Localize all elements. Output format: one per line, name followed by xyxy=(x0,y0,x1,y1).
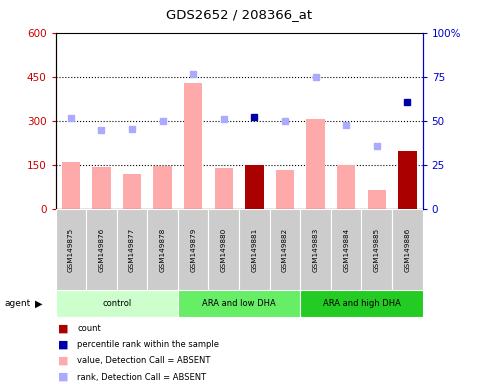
Text: GSM149875: GSM149875 xyxy=(68,227,74,272)
Bar xyxy=(214,168,233,209)
Text: GSM149883: GSM149883 xyxy=(313,227,319,272)
Bar xyxy=(361,209,392,290)
Text: ARA and high DHA: ARA and high DHA xyxy=(323,299,400,308)
Text: GSM149884: GSM149884 xyxy=(343,227,349,272)
Bar xyxy=(92,167,111,209)
Bar xyxy=(368,190,386,209)
Text: ■: ■ xyxy=(58,372,69,382)
Text: agent: agent xyxy=(5,299,31,308)
Bar xyxy=(209,209,239,290)
Text: GDS2652 / 208366_at: GDS2652 / 208366_at xyxy=(166,8,312,21)
Bar xyxy=(276,170,294,209)
Text: ■: ■ xyxy=(58,340,69,350)
Bar xyxy=(86,209,117,290)
Bar xyxy=(306,119,325,209)
Text: GSM149881: GSM149881 xyxy=(251,227,257,272)
Bar xyxy=(392,209,423,290)
Bar xyxy=(154,166,172,209)
Text: ARA and low DHA: ARA and low DHA xyxy=(202,299,276,308)
Bar xyxy=(123,174,141,209)
Text: GSM149878: GSM149878 xyxy=(159,227,166,272)
Bar xyxy=(300,209,331,290)
Bar xyxy=(147,209,178,290)
Text: GSM149877: GSM149877 xyxy=(129,227,135,272)
Text: rank, Detection Call = ABSENT: rank, Detection Call = ABSENT xyxy=(77,372,206,382)
Text: value, Detection Call = ABSENT: value, Detection Call = ABSENT xyxy=(77,356,211,366)
Bar xyxy=(178,290,300,317)
Text: ■: ■ xyxy=(58,356,69,366)
Text: GSM149885: GSM149885 xyxy=(374,227,380,272)
Text: GSM149879: GSM149879 xyxy=(190,227,196,272)
Bar xyxy=(245,164,264,209)
Text: GSM149886: GSM149886 xyxy=(404,227,411,272)
Text: count: count xyxy=(77,324,101,333)
Text: percentile rank within the sample: percentile rank within the sample xyxy=(77,340,219,349)
Bar xyxy=(62,162,80,209)
Bar xyxy=(117,209,147,290)
Text: GSM149876: GSM149876 xyxy=(99,227,104,272)
Text: GSM149880: GSM149880 xyxy=(221,227,227,272)
Bar xyxy=(398,151,416,209)
Bar xyxy=(300,290,423,317)
Bar xyxy=(56,209,86,290)
Bar xyxy=(239,209,270,290)
Bar xyxy=(56,290,178,317)
Bar xyxy=(178,209,209,290)
Bar xyxy=(270,209,300,290)
Text: ■: ■ xyxy=(58,324,69,334)
Text: GSM149882: GSM149882 xyxy=(282,227,288,272)
Bar xyxy=(337,164,355,209)
Bar xyxy=(184,83,202,209)
Text: control: control xyxy=(102,299,131,308)
Bar xyxy=(331,209,361,290)
Text: ▶: ▶ xyxy=(35,298,43,308)
